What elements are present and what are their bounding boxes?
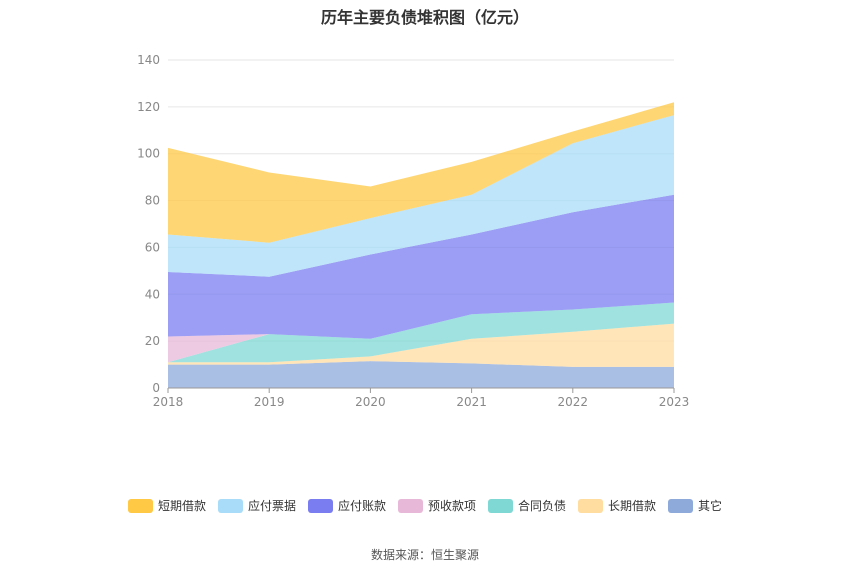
area-series bbox=[168, 115, 674, 277]
x-tick-label: 2021 bbox=[456, 395, 487, 409]
y-tick-label: 80 bbox=[145, 194, 160, 208]
legend-item[interactable]: 应付账款 bbox=[307, 497, 386, 514]
legend-label: 其它 bbox=[698, 499, 723, 513]
legend-item[interactable]: 短期借款 bbox=[127, 497, 206, 514]
legend-item[interactable]: 合同负债 bbox=[488, 497, 566, 514]
area-series bbox=[168, 323, 674, 367]
x-tick-label: 2019 bbox=[254, 395, 285, 409]
x-tick-label: 2022 bbox=[558, 395, 589, 409]
y-tick-label: 100 bbox=[137, 147, 160, 161]
legend-item[interactable]: 其它 bbox=[668, 497, 722, 514]
legend-item[interactable]: 长期借款 bbox=[578, 497, 656, 514]
legend-label: 应付票据 bbox=[247, 499, 296, 513]
x-tick-label: 2020 bbox=[355, 395, 386, 409]
y-tick-label: 60 bbox=[145, 240, 160, 254]
legend-swatch bbox=[668, 498, 694, 513]
chart-title: 历年主要负债堆积图（亿元） bbox=[320, 8, 529, 27]
legend-label: 长期借款 bbox=[608, 499, 657, 513]
legend-swatch bbox=[488, 498, 513, 513]
y-tick-label: 120 bbox=[137, 100, 160, 114]
legend-label: 合同负债 bbox=[518, 499, 567, 513]
legend-swatch bbox=[217, 498, 243, 513]
area-series bbox=[168, 361, 674, 388]
legend-swatch bbox=[578, 498, 604, 513]
chart-legend: 短期借款 应付票据 应付账款 预收款项 合同负债 长期借款 其它 bbox=[0, 497, 850, 514]
legend-item[interactable]: 应付票据 bbox=[217, 497, 296, 514]
legend-swatch bbox=[307, 498, 333, 513]
legend-label: 预收款项 bbox=[427, 499, 476, 513]
y-tick-label: 40 bbox=[145, 287, 160, 301]
legend-swatch bbox=[397, 498, 423, 513]
y-tick-label: 0 bbox=[152, 381, 160, 395]
legend-label: 应付账款 bbox=[337, 499, 386, 513]
legend-item[interactable]: 预收款项 bbox=[397, 497, 476, 514]
legend-swatch bbox=[127, 498, 153, 513]
x-tick-label: 2018 bbox=[153, 395, 184, 409]
stacked-area-chart: 0 20 40 60 80 100 120 140 2018 2019 2020 2021 2022 20… bbox=[137, 53, 690, 409]
area-series bbox=[168, 194, 674, 339]
data-source-note: 数据来源：恒生聚源 bbox=[370, 548, 479, 562]
y-tick-label: 20 bbox=[145, 334, 160, 348]
legend-label: 短期借款 bbox=[157, 499, 206, 513]
area-series bbox=[168, 302, 674, 363]
area-series bbox=[168, 102, 674, 243]
y-tick-label: 140 bbox=[137, 53, 160, 67]
x-tick-label: 2023 bbox=[659, 395, 690, 409]
